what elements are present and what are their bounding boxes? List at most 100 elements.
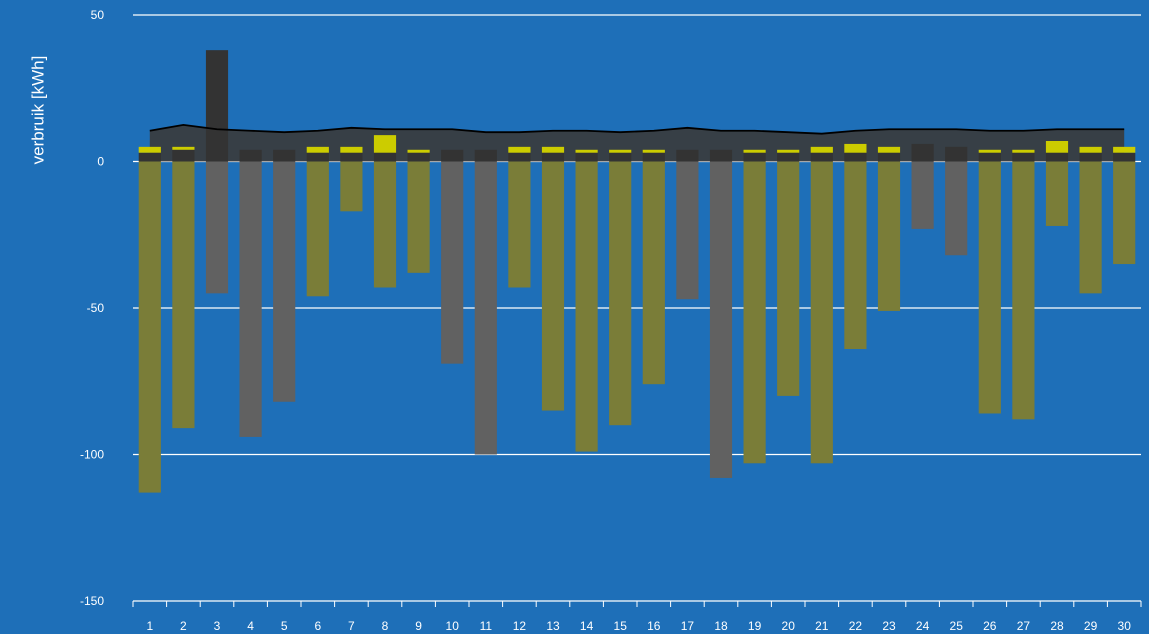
bar-solar: [777, 149, 800, 153]
bar-feedin: [978, 161, 1001, 414]
y-tick-label: -150: [80, 594, 104, 608]
bar-consumption: [373, 152, 397, 162]
x-tick-label: 8: [382, 619, 389, 633]
bar-feedin: [541, 161, 565, 411]
bar-feedin: [205, 161, 229, 294]
x-tick-label: 16: [647, 619, 661, 633]
bar-consumption: [1045, 152, 1069, 162]
bar-solar: [844, 143, 867, 153]
bar-solar: [172, 146, 195, 150]
bar-feedin: [474, 161, 497, 455]
x-tick-label: 28: [1050, 619, 1064, 633]
bar-feedin: [1113, 161, 1136, 265]
x-tick-label: 26: [983, 619, 997, 633]
bar-solar: [877, 146, 901, 153]
x-tick-label: 12: [513, 619, 527, 633]
bar-solar: [373, 135, 397, 153]
bar-feedin: [373, 161, 397, 288]
x-tick-label: 2: [180, 619, 187, 633]
x-tick-label: 23: [882, 619, 896, 633]
bar-feedin: [676, 161, 699, 300]
bar-consumption: [441, 149, 464, 162]
bar-feedin: [1079, 161, 1102, 294]
bar-solar: [541, 146, 565, 153]
bar-consumption: [205, 50, 229, 162]
bar-solar: [407, 149, 430, 153]
bar-consumption: [911, 143, 934, 162]
x-tick-label: 3: [214, 619, 221, 633]
x-tick-label: 13: [546, 619, 560, 633]
x-tick-label: 4: [247, 619, 254, 633]
bar-feedin: [172, 161, 195, 429]
bar-solar: [1045, 140, 1069, 153]
bar-feedin: [844, 161, 867, 350]
x-tick-label: 11: [480, 619, 493, 633]
bar-feedin: [1045, 161, 1069, 226]
bar-feedin: [508, 161, 531, 288]
bar-consumption: [508, 152, 531, 162]
bar-consumption: [1012, 152, 1035, 162]
x-tick-label: 5: [281, 619, 288, 633]
bar-consumption: [273, 149, 296, 162]
x-tick-label: 10: [446, 619, 460, 633]
bar-feedin: [945, 161, 968, 256]
bar-consumption: [676, 149, 699, 162]
bar-consumption: [575, 152, 598, 162]
bar-consumption: [810, 152, 833, 162]
bar-consumption: [945, 146, 968, 162]
x-tick-label: 9: [415, 619, 422, 633]
bar-consumption: [474, 149, 497, 162]
bar-solar: [810, 146, 833, 153]
bar-solar: [1012, 149, 1035, 153]
x-tick-label: 18: [714, 619, 728, 633]
bar-consumption: [609, 152, 632, 162]
bar-solar: [138, 146, 161, 153]
bar-consumption: [777, 152, 800, 162]
y-tick-label: 0: [97, 155, 104, 169]
x-tick-label: 30: [1118, 619, 1132, 633]
bar-feedin: [911, 161, 934, 229]
bar-consumption: [743, 152, 766, 162]
x-tick-label: 20: [782, 619, 796, 633]
bar-consumption: [709, 149, 733, 162]
average-line: [149, 123, 1125, 135]
bar-consumption: [407, 152, 430, 162]
bar-feedin: [441, 161, 464, 364]
bar-solar: [306, 146, 329, 153]
bar-feedin: [743, 161, 766, 464]
bar-feedin: [407, 161, 430, 273]
bar-feedin: [642, 161, 665, 385]
bar-consumption: [306, 152, 329, 162]
x-tick-label: 21: [815, 619, 829, 633]
x-tick-label: 19: [748, 619, 762, 633]
bar-solar: [340, 146, 363, 153]
bar-consumption: [172, 149, 195, 162]
bar-solar: [743, 149, 766, 153]
bar-feedin: [1012, 161, 1035, 420]
bar-consumption: [978, 152, 1001, 162]
bar-solar: [508, 146, 531, 153]
bar-feedin: [239, 161, 262, 437]
bar-feedin: [273, 161, 296, 402]
x-tick-label: 27: [1017, 619, 1031, 633]
bar-feedin: [609, 161, 632, 426]
x-tick-label: 15: [614, 619, 628, 633]
bar-solar: [978, 149, 1001, 153]
x-tick-label: 25: [950, 619, 964, 633]
bar-feedin: [340, 161, 363, 212]
bar-solar: [1113, 146, 1136, 153]
bar-consumption: [1113, 152, 1136, 162]
x-tick-label: 29: [1084, 619, 1098, 633]
x-tick-label: 22: [849, 619, 863, 633]
bar-feedin: [138, 161, 161, 493]
y-tick-label: -50: [87, 301, 105, 315]
bar-solar: [642, 149, 665, 153]
bar-solar: [575, 149, 598, 153]
bar-feedin: [810, 161, 833, 464]
bar-consumption: [340, 152, 363, 162]
bar-consumption: [239, 149, 262, 162]
bar-consumption: [138, 152, 161, 162]
bar-consumption: [877, 152, 901, 162]
